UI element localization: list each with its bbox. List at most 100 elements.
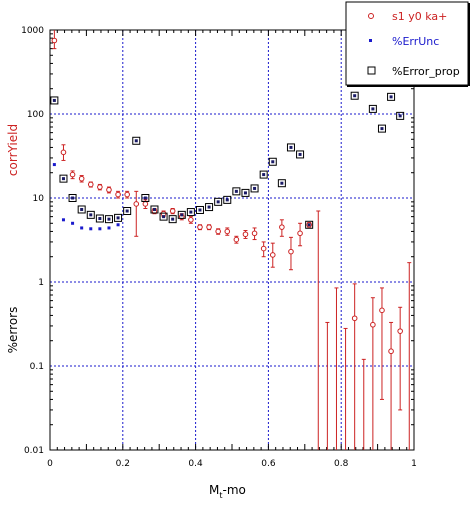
data-point-corryield <box>115 191 121 198</box>
data-point-errorprop-center <box>243 191 247 195</box>
data-point-errunc <box>116 223 120 227</box>
data-point-errorprop <box>95 214 104 223</box>
data-point-errorprop-center <box>180 213 184 217</box>
legend-label-s1: s1 y0 ka+ <box>392 10 447 23</box>
data-point-corryield <box>215 228 221 235</box>
data-point-errorprop <box>177 210 186 219</box>
data-point-errorprop-center <box>143 196 147 200</box>
x-tick-label: 1 <box>411 459 417 469</box>
data-point-errorprop <box>159 212 168 221</box>
data-point-corryield <box>224 228 231 235</box>
data-point-corryield <box>69 171 76 178</box>
data-point-corryield <box>370 321 376 328</box>
x-axis-label-subscript: t <box>219 491 222 500</box>
data-point-errorprop <box>223 195 232 204</box>
data-point-errunc <box>80 226 84 230</box>
data-point-errorprop <box>214 197 223 206</box>
data-point-errorprop-center <box>189 210 193 214</box>
data-point-errorprop-center <box>298 152 302 156</box>
data-point-errorprop-center <box>171 217 175 221</box>
data-point-errunc <box>98 227 102 231</box>
data-point-corryield <box>269 252 276 258</box>
data-point-errorprop <box>268 157 277 166</box>
data-point-errorprop <box>396 111 405 120</box>
data-point-errorprop-center <box>253 186 257 190</box>
data-point-errorprop <box>368 104 377 113</box>
data-point-errorprop <box>195 205 204 214</box>
data-point-corryield <box>288 248 294 255</box>
data-point-errorprop-center <box>225 198 229 202</box>
data-point-errorprop <box>59 174 68 183</box>
data-point-errorprop-center <box>61 177 65 181</box>
data-point-corryield <box>388 348 394 355</box>
data-point-corryield <box>379 307 385 314</box>
data-point-errorprop <box>77 205 86 214</box>
data-point-errorprop-center <box>207 205 211 209</box>
data-point-corryield <box>251 230 258 237</box>
data-point-errorprop <box>259 170 268 179</box>
data-point-errorprop <box>168 215 177 224</box>
data-point-errorprop-center <box>152 207 156 211</box>
data-point-corryield <box>188 217 194 223</box>
legend-marker-errunc <box>369 39 372 42</box>
data-point-errorprop-center <box>98 217 102 221</box>
legend-marker-s1 <box>368 13 374 19</box>
data-point-errorprop-center <box>216 200 220 204</box>
x-tick-label: 0.2 <box>116 459 130 469</box>
data-point-errorprop-center <box>162 215 166 219</box>
data-point-corryield <box>242 231 249 238</box>
y-axis-label-top: corrYield <box>6 124 20 176</box>
data-point-corryield <box>197 224 203 230</box>
data-point-errorprop <box>123 207 132 216</box>
data-point-errunc <box>61 218 65 222</box>
legend: s1 y0 ka+ %ErrUnc %Error_prop <box>345 1 470 87</box>
data-point-errorprop <box>205 203 214 212</box>
x-tick-label: 0 <box>47 459 53 469</box>
data-point-errorprop <box>68 194 77 202</box>
data-point-corryield <box>124 191 130 198</box>
data-point-errorprop <box>296 150 305 159</box>
data-point-corryield <box>397 328 403 334</box>
data-point-corryield <box>279 224 285 230</box>
data-point-errorprop-center <box>389 95 393 99</box>
data-point-corryield <box>142 201 149 207</box>
data-point-errorprop-center <box>271 160 275 164</box>
legend-label-errunc: %ErrUnc <box>392 35 439 48</box>
data-point-corryield <box>260 245 267 252</box>
data-point-errorprop <box>277 179 286 188</box>
y-tick-label: 1 <box>38 278 44 288</box>
data-point-corryield <box>206 224 212 230</box>
data-point-errunc <box>89 227 93 231</box>
data-point-errorprop <box>286 143 295 152</box>
data-point-errunc <box>107 226 111 230</box>
y-axis-label-bottom: %errors <box>6 307 20 354</box>
data-point-errorprop <box>377 124 386 133</box>
legend-marker-errprop <box>367 66 376 75</box>
data-point-errorprop <box>305 220 314 229</box>
data-point-errorprop-center <box>307 223 311 227</box>
x-tick-label: 0.4 <box>188 459 203 469</box>
data-point-corryield <box>133 201 140 207</box>
y-tick-label: 100 <box>27 110 44 120</box>
x-tick-label: 0.6 <box>261 459 276 469</box>
data-point-errunc <box>52 163 56 167</box>
data-point-corryield <box>169 208 176 214</box>
axis-ticks: 0 0.2 0.4 0.6 0.8 1 0.01 0.1 1 10 100 1000 <box>21 26 417 469</box>
data-point-errorprop-center <box>353 94 357 98</box>
data-point-errorprop-center <box>280 181 284 185</box>
data-point-corryield <box>106 187 112 193</box>
x-axis-label: Mt-mo <box>209 483 246 500</box>
data-point-errorprop <box>350 91 359 100</box>
y-tick-label: 1000 <box>21 26 44 36</box>
data-point-errorprop <box>250 184 259 193</box>
data-point-errorprop-center <box>289 145 293 149</box>
x-axis-label-main: M <box>209 483 219 497</box>
data-point-errorprop <box>50 96 59 105</box>
legend-box <box>345 1 469 86</box>
data-point-corryield <box>351 315 358 322</box>
data-point-errorprop-center <box>116 216 120 220</box>
data-point-errorprop <box>232 187 241 196</box>
data-point-errorprop <box>150 205 159 214</box>
data-point-corryield <box>60 149 67 156</box>
